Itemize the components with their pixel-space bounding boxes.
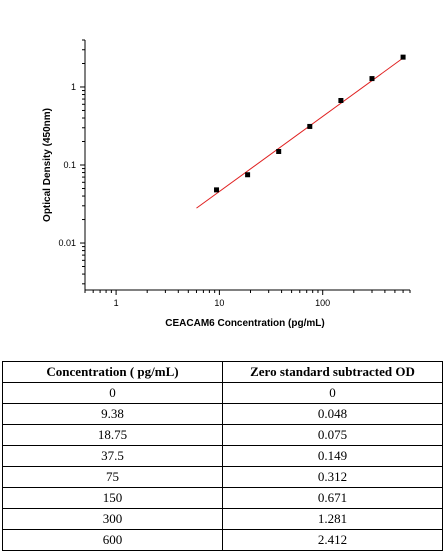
concentration-cell: 9.38 [2,403,223,425]
od-cell: 0 [222,382,443,404]
fit-line-layer [196,57,404,209]
table-row: 150 0.671 [2,487,443,509]
od-cell: 0.048 [222,403,443,425]
concentration-cell: 300 [2,508,223,530]
od-cell: 2.412 [222,529,443,551]
table-row: 18.75 0.075 [2,424,443,446]
x-tick-label: 100 [315,298,330,308]
column-header-concentration: Concentration ( pg/mL) [2,361,223,383]
y-tick-label: 1 [71,82,76,92]
concentration-cell: 18.75 [2,424,223,446]
data-point [276,148,282,154]
od-cell: 0.671 [222,487,443,509]
y-tick-label: 0.01 [58,238,76,248]
od-cell: 0.312 [222,466,443,488]
table-header-row: Concentration ( pg/mL) Zero standard sub… [2,361,443,383]
table-row: 37.5 0.149 [2,445,443,467]
concentration-cell: 75 [2,466,223,488]
standard-curve-chart: 0.01 0.1 1 1 10 100 CEACAM6 Concentration (pg… [42,39,411,329]
data-point [245,172,251,178]
column-header-od: Zero standard subtracted OD [222,361,443,383]
data-point [214,187,220,193]
od-cell: 0.075 [222,424,443,446]
data-point [400,54,406,60]
x-axis-title: CEACAM6 Concentration (pg/mL) [165,318,324,329]
table-row: 75 0.312 [2,466,443,488]
table-row: 600 2.412 [2,529,443,551]
x-tick-label: 1 [114,298,119,308]
table-body: 0 0 9.38 0.048 18.75 0.075 37.5 0.149 75 0.312 150… [2,382,443,551]
od-cell: 1.281 [222,508,443,530]
concentration-cell: 600 [2,529,223,551]
y-axis-title: Optical Density (450nm) [42,108,53,222]
data-point [369,76,375,82]
data-points [214,54,406,193]
data-point [307,123,313,129]
y-tick-label: 0.1 [63,160,76,170]
table-row: 300 1.281 [2,508,443,530]
fit-line [196,57,404,209]
concentration-cell: 0 [2,382,223,404]
concentration-cell: 37.5 [2,445,223,467]
axes: 0.01 0.1 1 1 10 100 [58,39,411,308]
concentration-cell: 150 [2,487,223,509]
x-tick-label: 10 [214,298,224,308]
data-point [338,97,344,103]
table-row: 9.38 0.048 [2,403,443,425]
od-cell: 0.149 [222,445,443,467]
standard-data-table: Concentration ( pg/mL) Zero standard sub… [2,361,443,551]
